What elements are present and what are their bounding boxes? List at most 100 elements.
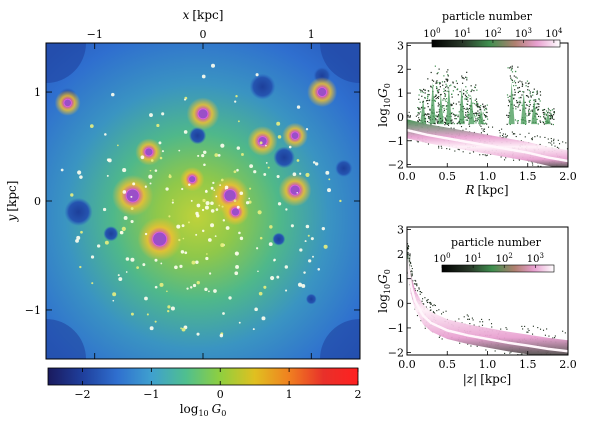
hist-scatter-point	[418, 288, 420, 290]
map-colorbar-label: log10 G0	[180, 402, 227, 418]
hist-spike-point	[437, 97, 439, 99]
hist-spike-point	[418, 108, 420, 110]
hist-spike-point	[424, 89, 426, 91]
hist-spike-point	[517, 122, 519, 124]
hist-spike-point	[519, 90, 521, 92]
hist-scatter-point	[462, 151, 464, 153]
hist-spike-point	[447, 74, 449, 76]
hist-spike-point	[465, 97, 467, 99]
hist-ytick-label: −1	[388, 322, 404, 335]
hist-scatter-point	[446, 148, 448, 150]
hist-spike-point	[428, 117, 430, 119]
hist-spike-point	[520, 102, 522, 104]
hist-spike-point	[477, 110, 479, 112]
map-colorbar: −2 −1 0 1 2 log10 G0	[47, 367, 362, 418]
hist-scatter-point	[504, 352, 506, 354]
map-bright-source	[137, 217, 182, 262]
hist-scatter-point	[469, 152, 471, 154]
hist-spike-point	[549, 110, 552, 112]
hist-scatter-point	[539, 328, 542, 330]
map-star	[239, 236, 244, 241]
hist-spike-point	[508, 101, 511, 103]
map-star	[308, 259, 312, 263]
map-star	[222, 219, 226, 222]
hist-xtick-label: 0.5	[439, 358, 457, 371]
map-star	[265, 162, 268, 164]
hist-spike-point	[418, 98, 420, 100]
hist-spike-point	[430, 86, 432, 88]
hist-scatter-point	[433, 122, 435, 124]
z-colorbar-ticks: 100 101 102 103	[433, 252, 544, 268]
hist-spike-point	[453, 113, 455, 116]
map-star	[285, 208, 288, 211]
hist-scatter-point	[407, 246, 409, 248]
hist-scatter-point	[407, 247, 409, 249]
map-star	[234, 100, 237, 103]
hist-spike-point	[428, 113, 430, 115]
map-source-core	[125, 188, 140, 203]
hist-scatter-point	[432, 305, 434, 307]
hist-spike-point	[440, 93, 442, 96]
hist-spike-point	[453, 123, 455, 125]
hist-spike-point	[419, 111, 422, 113]
hist-spike-point	[526, 115, 528, 117]
hist-scatter-point	[439, 335, 441, 337]
hist-spike-point	[447, 75, 449, 77]
hist-spike-point	[475, 104, 477, 106]
map-star	[154, 285, 158, 289]
map-colorbar-ticks: −2 −1 0 1 2	[74, 368, 362, 401]
map-star	[140, 155, 145, 160]
hist-spike-point	[537, 103, 539, 105]
hist-scatter-point	[459, 342, 461, 344]
hist-xtick-label: 1.0	[479, 170, 497, 183]
hist-spike	[426, 65, 440, 125]
hist-spike-point	[516, 101, 519, 104]
hist-spike-point	[518, 105, 520, 107]
hist-scatter-point	[408, 111, 410, 113]
hist-spike-point	[436, 82, 438, 84]
hist-spike-point	[525, 104, 528, 106]
map-star	[225, 226, 230, 230]
z-axis-ticks: 0.0 0.5 1.0 1.5 2.0 −2 −1 0 1 2 3	[388, 223, 577, 371]
r-colorbar-ticks: 100 101 102 103 104	[423, 27, 563, 43]
hist-scatter-point	[441, 338, 443, 340]
hist-spike-point	[436, 111, 438, 113]
hist-scatter-point	[434, 123, 436, 125]
hist-spike-point	[472, 102, 474, 104]
hist-scatter-point	[482, 130, 484, 132]
hist-spike-point	[528, 105, 530, 108]
map-star	[96, 244, 101, 248]
hist-scatter-point	[453, 127, 455, 129]
hist-spike-point	[437, 122, 439, 124]
map-axis-ticks: −1 0 1 1 0 −1	[25, 28, 360, 359]
hist-scatter-point	[472, 319, 474, 321]
hist-scatter-point	[548, 335, 550, 337]
map-star	[237, 120, 240, 123]
map-star	[284, 289, 288, 292]
hist-spike-point	[467, 109, 469, 111]
hist-xtick-label: 2.0	[559, 170, 577, 183]
hist-spike-point	[551, 109, 554, 111]
hist-spike-point	[466, 103, 469, 105]
map-star	[208, 238, 212, 242]
hist-scatter-point	[438, 145, 440, 147]
hist-spike-point	[482, 112, 484, 114]
map-star	[261, 316, 266, 321]
hist-spike-point	[435, 118, 437, 120]
map-star	[296, 191, 299, 194]
hist-scatter-point	[515, 135, 517, 138]
map-star	[166, 290, 168, 293]
map-star	[235, 265, 239, 269]
hist-scatter-point	[532, 325, 534, 327]
hist-scatter-point	[483, 128, 486, 130]
hist-spike-point	[465, 90, 467, 93]
hist-scatter-point	[549, 169, 550, 170]
hist-spike-point	[483, 119, 485, 122]
map-star	[210, 223, 215, 228]
map-star	[292, 172, 297, 177]
hist-scatter-point	[544, 136, 546, 139]
hist-spike-point	[446, 71, 448, 73]
hist-spike-point	[535, 100, 537, 103]
hist-scatter-point	[407, 247, 409, 249]
hist-scatter-point	[413, 283, 415, 285]
